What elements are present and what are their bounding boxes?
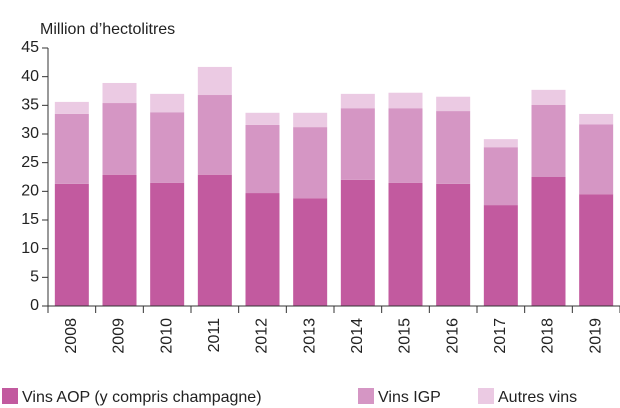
bar-segment — [483, 139, 518, 148]
x-tick-label: 2012 — [254, 318, 271, 354]
bar-segment — [388, 108, 423, 183]
bar-segment — [150, 93, 185, 113]
y-tick-label: 0 — [30, 297, 39, 314]
bar-segment — [340, 108, 375, 180]
y-tick-label: 45 — [21, 39, 39, 56]
y-tick-label: 20 — [21, 183, 39, 200]
bar-segment — [293, 198, 328, 306]
bar-segment — [150, 182, 185, 306]
bar-segment — [579, 124, 614, 195]
x-tick-label: 2013 — [301, 318, 318, 354]
bar-segment — [245, 112, 280, 125]
bar-segment — [102, 103, 137, 175]
bar-segment — [197, 66, 232, 96]
y-tick-label: 40 — [21, 68, 39, 85]
legend-swatch — [478, 388, 494, 404]
y-tick-label: 30 — [21, 125, 39, 142]
bar-segment — [579, 113, 614, 125]
bar-segment — [102, 82, 137, 104]
bar-segment — [197, 174, 232, 306]
y-tick-label: 15 — [21, 211, 39, 228]
bar-segment — [531, 104, 566, 177]
bar-segment — [436, 96, 471, 112]
bar-segment — [54, 113, 89, 184]
y-tick-label: 35 — [21, 97, 39, 114]
legend-swatch — [358, 388, 374, 404]
x-tick-label: 2015 — [397, 318, 414, 354]
bar-segment — [245, 193, 280, 306]
bar-segment — [388, 182, 423, 306]
bar-segment — [197, 95, 232, 175]
legend-label: Vins AOP (y compris champagne) — [22, 389, 262, 406]
bar-segment — [293, 127, 328, 199]
x-tick-label: 2018 — [540, 318, 557, 354]
bar-segment — [579, 194, 614, 306]
bar-segment — [340, 179, 375, 306]
x-tick-label: 2014 — [349, 318, 366, 354]
x-tick-label: 2011 — [206, 318, 223, 353]
bar-segment — [245, 124, 280, 194]
bar-segment — [102, 174, 137, 306]
x-tick-label: 2017 — [492, 318, 509, 354]
x-tick-label: 2010 — [158, 318, 175, 354]
legend-label: Autres vins — [498, 389, 577, 406]
x-tick-label: 2008 — [63, 318, 80, 354]
y-axis-title: Million d’hectolitres — [40, 21, 175, 38]
legend-label: Vins IGP — [378, 389, 441, 406]
bar-segment — [483, 147, 518, 206]
x-tick-label: 2016 — [444, 318, 461, 354]
bar-segment — [54, 183, 89, 306]
bar-segment — [340, 93, 375, 109]
y-tick-label: 25 — [21, 154, 39, 171]
x-tick-label: 2019 — [587, 318, 604, 354]
y-tick-label: 5 — [30, 269, 39, 286]
bar-segment — [436, 111, 471, 184]
bar-segment — [54, 101, 89, 114]
bar-segment — [483, 205, 518, 306]
bar-segment — [150, 112, 185, 183]
y-tick-label: 10 — [21, 240, 39, 257]
bar-segment — [531, 89, 566, 105]
bar-segment — [293, 112, 328, 128]
bar-segment — [531, 177, 566, 306]
legend-swatch — [2, 388, 18, 404]
x-tick-label: 2009 — [111, 318, 128, 354]
bar-segment — [388, 92, 423, 109]
bar-segment — [436, 183, 471, 306]
